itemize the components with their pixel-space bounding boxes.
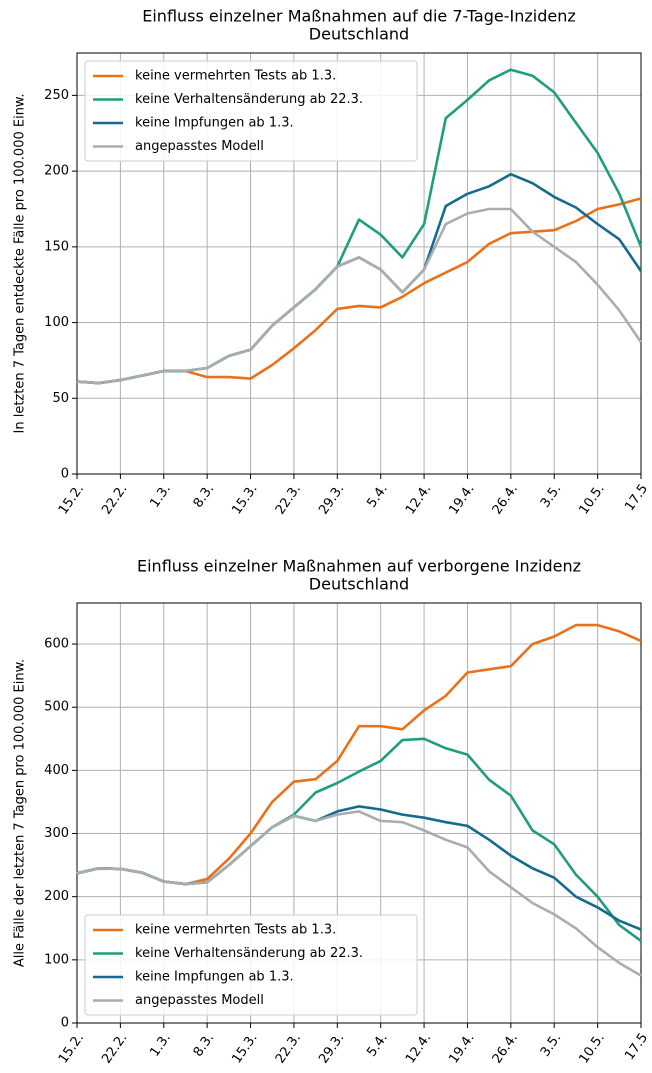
x-tick-label: 1.3. [147,1031,174,1060]
x-tick-label: 12.4. [403,482,434,518]
x-tick-label: 3.5. [538,482,565,511]
y-tick-label: 250 [44,88,69,103]
y-axis-label: In letzten 7 Tagen entdeckte Fälle pro 1… [13,94,28,434]
line-series [76,172,643,385]
line-series [76,207,643,385]
x-tick-label: 19.4. [446,482,477,518]
y-tick-label: 100 [44,952,69,967]
x-tick-label: 29.3. [316,1031,347,1067]
x-tick-label: 22.3. [273,1031,304,1067]
y-tick-label: 600 [44,637,69,652]
x-tick-label: 15.2. [56,1031,87,1067]
y-tick-label: 0 [61,467,69,482]
x-tick-label: 29.3. [316,482,347,518]
legend-label: keine vermehrten Tests ab 1.3. [135,923,336,938]
plot-frame [76,52,642,475]
y-axis-label: Alle Fälle der letzten 7 Tagen pro 100.0… [13,659,28,967]
chart-title: Einfluss einzelner Maßnahmen auf verborg… [137,557,581,576]
x-tick-label: 26.4. [490,1031,521,1067]
legend-label: keine Verhaltensänderung ab 22.3. [135,946,363,961]
legend-label: angepasstes Modell [135,139,264,154]
y-tick-label: 200 [44,889,69,904]
y-tick-label: 300 [44,826,69,841]
x-tick-label: 1.3. [147,482,174,511]
line-series [76,737,642,942]
x-tick-label: 15.2. [56,482,87,518]
x-tick-label: 22.3. [273,482,304,518]
chart-subtitle: Deutschland [309,25,409,44]
x-tick-label: 3.5. [538,1031,565,1060]
y-tick-label: 500 [44,700,69,715]
chart-subtitle: Deutschland [309,575,409,594]
x-tick-label: 26.4. [490,482,521,518]
x-tick-label: 10.5. [576,482,607,518]
line-series [76,805,642,931]
x-tick-label: 12.4. [403,1031,434,1067]
x-tick-label: 5.4. [364,482,391,511]
x-tick-label: 8.3. [191,482,218,511]
legend-label: keine vermehrten Tests ab 1.3. [135,69,336,84]
chart-title: Einfluss einzelner Maßnahmen auf die 7-T… [142,7,576,26]
y-tick-label: 50 [52,391,69,406]
x-tick-label: 8.3. [191,1031,218,1060]
y-tick-label: 0 [61,1016,69,1031]
y-tick-label: 400 [44,763,69,778]
x-tick-label: 15.3. [229,1031,260,1067]
legend-box [84,60,418,162]
legend-label: keine Verhaltensänderung ab 22.3. [135,92,363,107]
legend-label: keine Impfungen ab 1.3. [135,970,294,985]
x-tick-label: 22.2. [99,482,130,518]
x-tick-label: 10.5. [576,1031,607,1067]
x-tick-label: 15.3. [229,482,260,518]
line-series [76,810,642,977]
legend-label: keine Impfungen ab 1.3. [135,116,294,131]
y-tick-label: 150 [44,239,69,254]
line-series [76,197,642,385]
x-tick-label: 5.4. [364,1031,391,1060]
x-tick-label: 19.4. [446,1031,477,1067]
x-tick-label: 22.2. [99,1031,130,1067]
x-tick-label: 17.5 [622,1031,651,1063]
y-tick-label: 200 [44,164,69,179]
x-tick-label: 17.5 [622,482,651,514]
legend-label: angepasstes Modell [135,993,264,1008]
y-tick-label: 100 [44,315,69,330]
plot-frame [76,602,642,1024]
legend-box [84,914,418,1016]
